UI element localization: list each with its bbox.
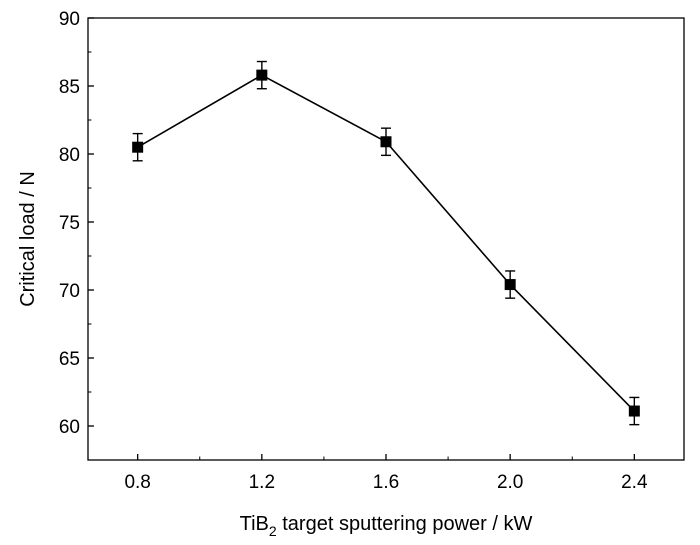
data-point [256,69,268,81]
data-point [504,279,516,291]
data-series [132,60,640,426]
x-tick-label: 0.8 [124,472,150,493]
y-tick-label: 60 [59,417,80,438]
x-axis-title-suffix: target sputtering power / kW [277,513,533,535]
x-axis-title-prefix: TiB [240,513,269,535]
y-tick-label: 90 [59,9,80,30]
y-tick-label: 65 [59,349,80,370]
y-axis: 60 65 70 75 80 85 90 [59,9,94,438]
plot-frame [87,17,685,461]
y-tick-label: 80 [59,145,80,166]
x-tick-label: 1.6 [373,472,399,493]
x-tick-label: 2.0 [497,472,523,493]
y-tick-label: 85 [59,77,80,98]
y-axis-title: Critical load / N [17,171,39,307]
x-axis: 0.8 1.2 1.6 2.0 2.4 [124,454,648,493]
y-tick-label: 70 [59,281,80,302]
x-tick-label: 1.2 [249,472,275,493]
series-line [137,74,635,412]
y-tick-label: 75 [59,213,80,234]
x-tick-label: 2.4 [621,472,648,493]
x-axis-title-subscript: 2 [269,523,277,539]
data-point [132,141,144,153]
x-axis-title: TiB2 target sputtering power / kW [240,513,533,539]
data-point [628,405,640,417]
data-point [380,136,392,148]
